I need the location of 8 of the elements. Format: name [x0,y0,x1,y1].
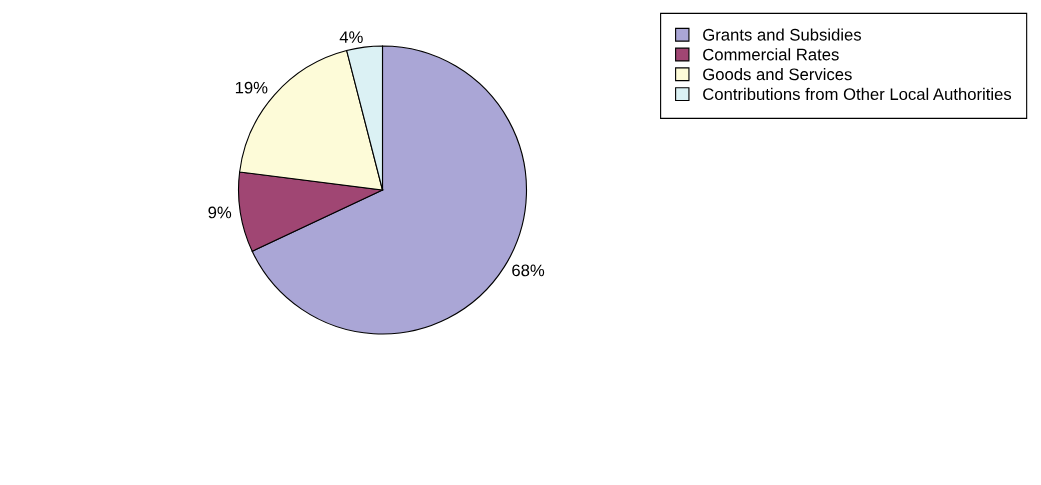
legend-label: Goods and Services [703,68,852,81]
legend-label: Commercial Rates [703,48,839,61]
data-label: 68% [512,264,545,277]
legend-label: Contributions from Other Local Authorities [703,87,1012,101]
data-label: 9% [208,206,232,219]
data-label: 4% [339,31,363,43]
data-label: 19% [235,81,268,94]
legend-label: Grants and Subsidies [703,28,862,41]
